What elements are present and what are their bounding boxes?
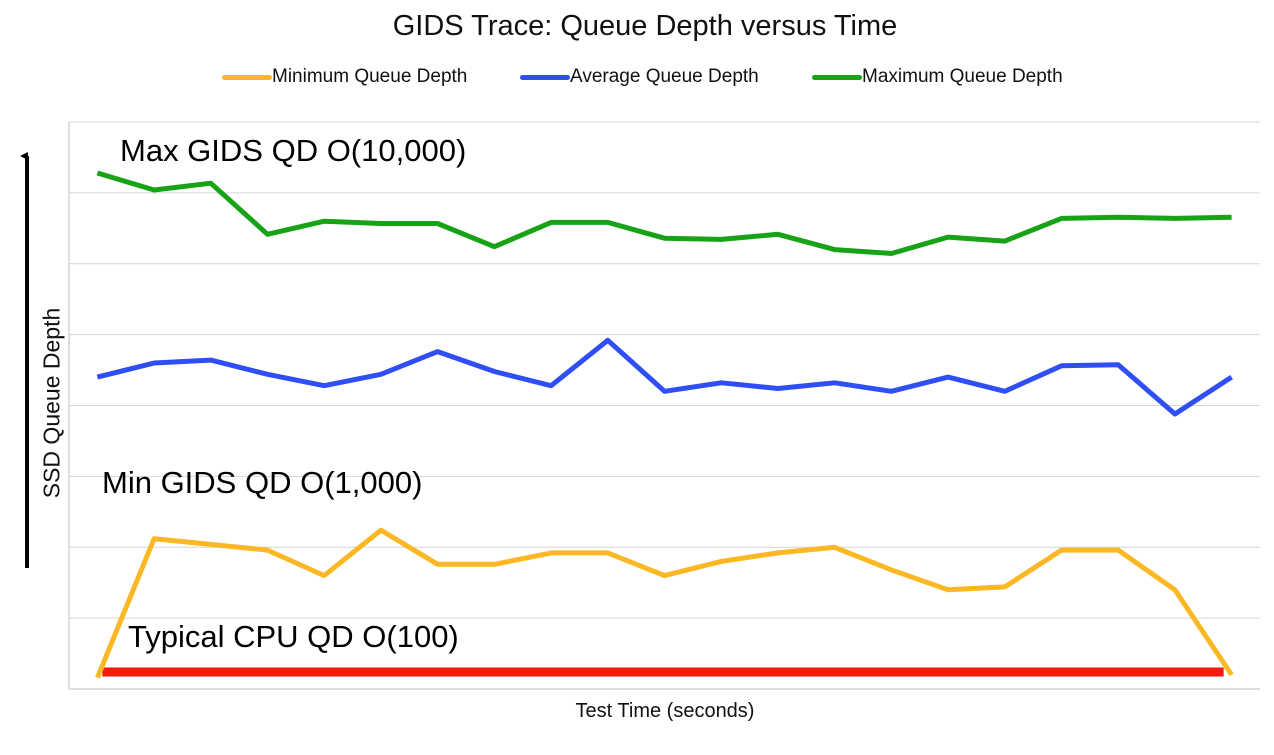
legend-item-average: Average Queue Depth: [520, 66, 759, 88]
legend: Minimum Queue Depth Average Queue Depth …: [0, 66, 1274, 96]
legend-swatch-maximum: [812, 74, 862, 80]
legend-swatch-average: [520, 74, 570, 80]
series-line-average-queue-depth: [96, 337, 1233, 417]
series-line-minimum-queue-depth: [95, 527, 1234, 679]
legend-label-average: Average Queue Depth: [570, 66, 759, 87]
chart-title: GIDS Trace: Queue Depth versus Time: [392, 10, 898, 42]
annotation-cpu-qd: Typical CPU QD O(100): [128, 619, 459, 654]
legend-label-maximum: Maximum Queue Depth: [862, 66, 1063, 87]
annotation-max-qd: Max GIDS QD O(10,000): [120, 133, 466, 168]
x-axis-label: Test Time (seconds): [575, 700, 755, 722]
annotation-min-qd: Min GIDS QD O(1,000): [102, 465, 422, 500]
legend-item-maximum: Maximum Queue Depth: [812, 66, 1063, 88]
series-layer: [95, 170, 1234, 679]
legend-swatch-minimum: [222, 74, 272, 80]
legend-item-minimum: Minimum Queue Depth: [222, 66, 467, 88]
gridlines: [69, 121, 1260, 619]
y-axis-label: SSD Queue Depth: [38, 307, 65, 499]
series-line-maximum-queue-depth: [96, 170, 1232, 256]
legend-label-minimum: Minimum Queue Depth: [272, 66, 468, 87]
